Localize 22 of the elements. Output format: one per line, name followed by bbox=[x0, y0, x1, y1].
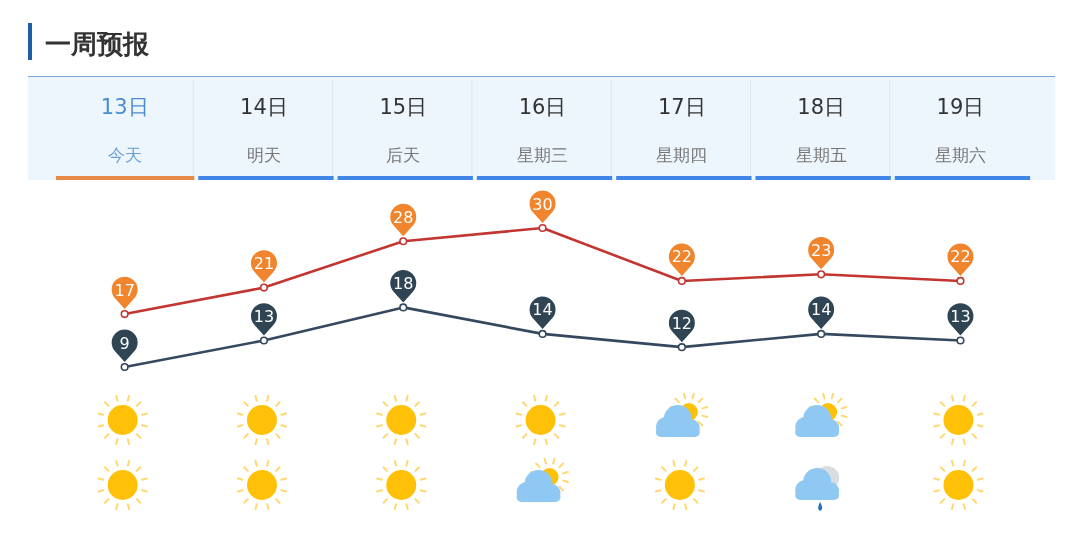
category-label: 19日星期六 bbox=[934, 95, 986, 165]
data-label: 9 bbox=[119, 333, 130, 353]
category-label: 16日星期三 bbox=[517, 95, 569, 165]
data-label: 17 bbox=[114, 280, 135, 300]
category-label: 13日今天 bbox=[100, 95, 149, 165]
data-label: 21 bbox=[253, 254, 275, 274]
category-label: 15日后天 bbox=[379, 95, 428, 165]
category-label: 14日明天 bbox=[240, 95, 288, 165]
data-label: 22 bbox=[950, 247, 971, 267]
data-label: 14 bbox=[532, 300, 553, 320]
category-label: 18日星期五 bbox=[795, 95, 847, 165]
data-label: 12 bbox=[671, 313, 693, 333]
data-label: 23 bbox=[810, 240, 832, 260]
data-label: 28 bbox=[393, 207, 414, 227]
data-label: 30 bbox=[532, 194, 553, 214]
data-label: 22 bbox=[671, 247, 693, 267]
data-label: 18 bbox=[393, 273, 414, 293]
data-label: 13 bbox=[950, 307, 971, 327]
chart-title: 一周预报 bbox=[45, 29, 150, 59]
category-label: 17日星期四 bbox=[656, 95, 708, 165]
data-label: 13 bbox=[253, 307, 275, 327]
data-label: 14 bbox=[810, 300, 832, 320]
